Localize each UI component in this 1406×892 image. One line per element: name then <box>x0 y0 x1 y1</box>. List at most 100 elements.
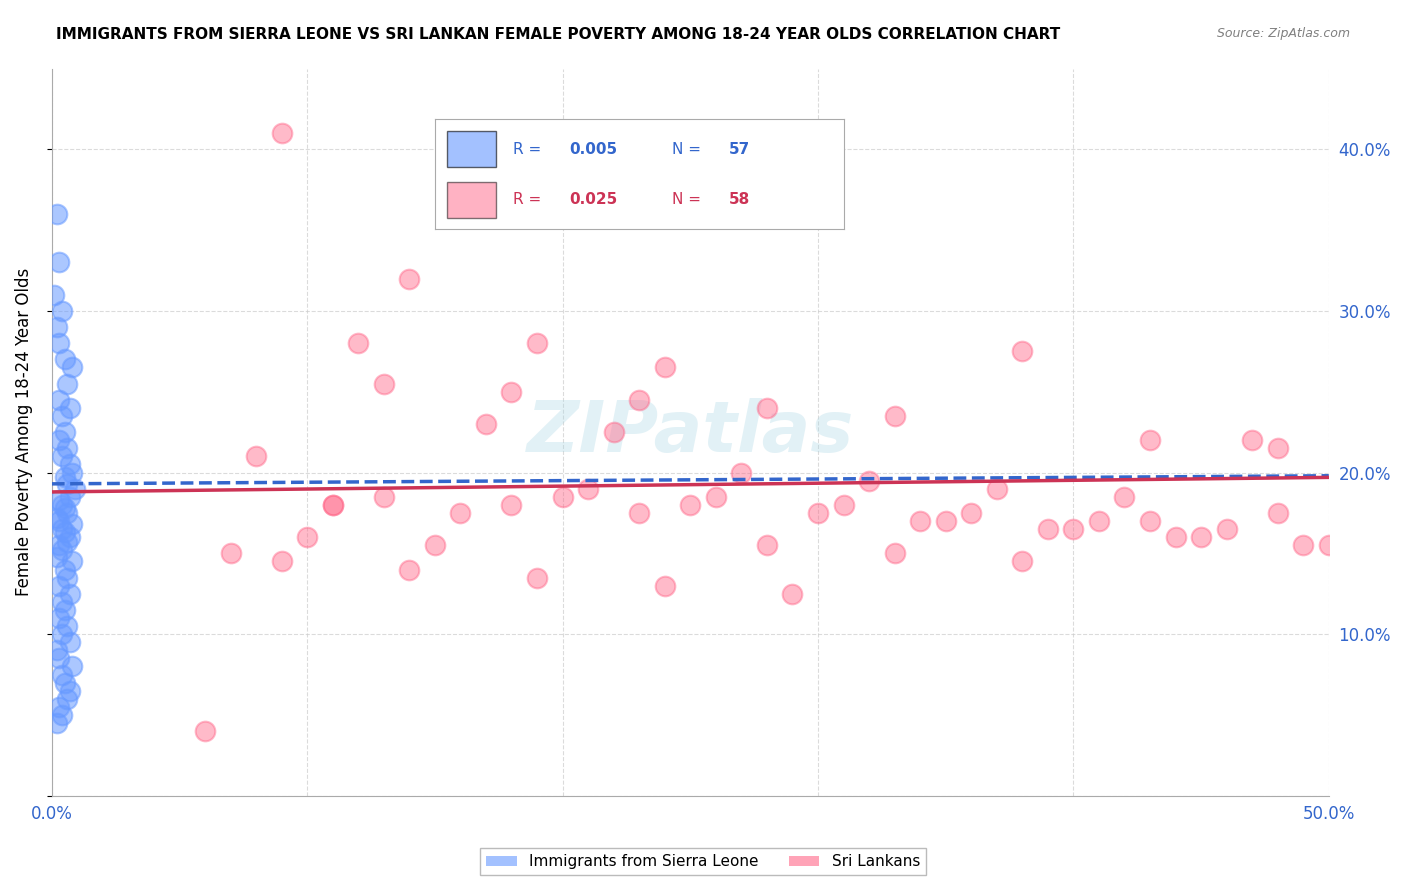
Point <box>44 287 66 301</box>
Point <box>551 490 574 504</box>
Point <box>883 409 905 423</box>
Point <box>53 525 76 540</box>
Point <box>56 476 79 491</box>
Point <box>1011 344 1033 359</box>
Point <box>1114 490 1136 504</box>
Point <box>48 579 70 593</box>
Point <box>45 643 67 657</box>
Point <box>398 562 420 576</box>
Point <box>270 126 292 140</box>
Point <box>807 506 830 520</box>
Point <box>654 579 676 593</box>
Point <box>960 506 983 520</box>
Point <box>59 401 82 415</box>
Point <box>59 458 82 472</box>
Point <box>1189 530 1212 544</box>
Point <box>48 255 70 269</box>
Point <box>59 635 82 649</box>
Point <box>51 498 73 512</box>
Point <box>48 392 70 407</box>
Point <box>1139 514 1161 528</box>
Point <box>1164 530 1187 544</box>
Point <box>1088 514 1111 528</box>
Point <box>63 482 86 496</box>
Point <box>51 667 73 681</box>
Point <box>1062 522 1084 536</box>
Point <box>1011 554 1033 568</box>
Point <box>56 376 79 391</box>
Point <box>45 207 67 221</box>
Point <box>219 546 242 560</box>
Point <box>526 336 548 351</box>
Legend: Immigrants from Sierra Leone, Sri Lankans: Immigrants from Sierra Leone, Sri Lankan… <box>479 848 927 875</box>
Point <box>48 434 70 448</box>
Point <box>51 450 73 464</box>
Point <box>322 498 344 512</box>
Point <box>526 571 548 585</box>
Point <box>602 425 624 439</box>
Point <box>986 482 1008 496</box>
Text: Source: ZipAtlas.com: Source: ZipAtlas.com <box>1216 27 1350 40</box>
Point <box>1317 538 1340 552</box>
Point <box>1215 522 1237 536</box>
Point <box>60 659 83 673</box>
Point <box>48 336 70 351</box>
Point <box>373 376 395 391</box>
Point <box>56 442 79 456</box>
Point <box>51 543 73 558</box>
Point <box>194 724 217 739</box>
Point <box>59 683 82 698</box>
Point <box>60 517 83 532</box>
Point <box>908 514 931 528</box>
Text: ZIPatlas: ZIPatlas <box>527 398 853 467</box>
Point <box>53 425 76 439</box>
Point <box>51 409 73 423</box>
Point <box>628 392 651 407</box>
Point <box>935 514 957 528</box>
Point <box>48 538 70 552</box>
Point <box>423 538 446 552</box>
Point <box>245 450 267 464</box>
Point <box>60 360 83 375</box>
Point <box>704 490 727 504</box>
Point <box>45 320 67 334</box>
Point <box>53 675 76 690</box>
Point <box>48 493 70 508</box>
Point <box>53 470 76 484</box>
Point <box>730 466 752 480</box>
Point <box>53 501 76 516</box>
Text: IMMIGRANTS FROM SIERRA LEONE VS SRI LANKAN FEMALE POVERTY AMONG 18-24 YEAR OLDS : IMMIGRANTS FROM SIERRA LEONE VS SRI LANK… <box>56 27 1060 42</box>
Point <box>755 401 778 415</box>
Point <box>56 619 79 633</box>
Point <box>60 466 83 480</box>
Point <box>59 587 82 601</box>
Point <box>1139 434 1161 448</box>
Point <box>45 716 67 731</box>
Point <box>1292 538 1315 552</box>
Point <box>449 506 471 520</box>
Point <box>59 530 82 544</box>
Point <box>53 352 76 367</box>
Point <box>858 474 880 488</box>
Point <box>576 482 599 496</box>
Point <box>56 571 79 585</box>
Point <box>270 554 292 568</box>
Point <box>45 510 67 524</box>
Point <box>347 336 370 351</box>
Point <box>60 554 83 568</box>
Y-axis label: Female Poverty Among 18-24 Year Olds: Female Poverty Among 18-24 Year Olds <box>15 268 32 596</box>
Point <box>322 498 344 512</box>
Point <box>628 506 651 520</box>
Point <box>755 538 778 552</box>
Point <box>56 506 79 520</box>
Point <box>48 699 70 714</box>
Point <box>1036 522 1059 536</box>
Point <box>782 587 804 601</box>
Point <box>51 627 73 641</box>
Point <box>51 595 73 609</box>
Point <box>398 271 420 285</box>
Point <box>51 304 73 318</box>
Point <box>53 603 76 617</box>
Point <box>475 417 498 431</box>
Point <box>1241 434 1264 448</box>
